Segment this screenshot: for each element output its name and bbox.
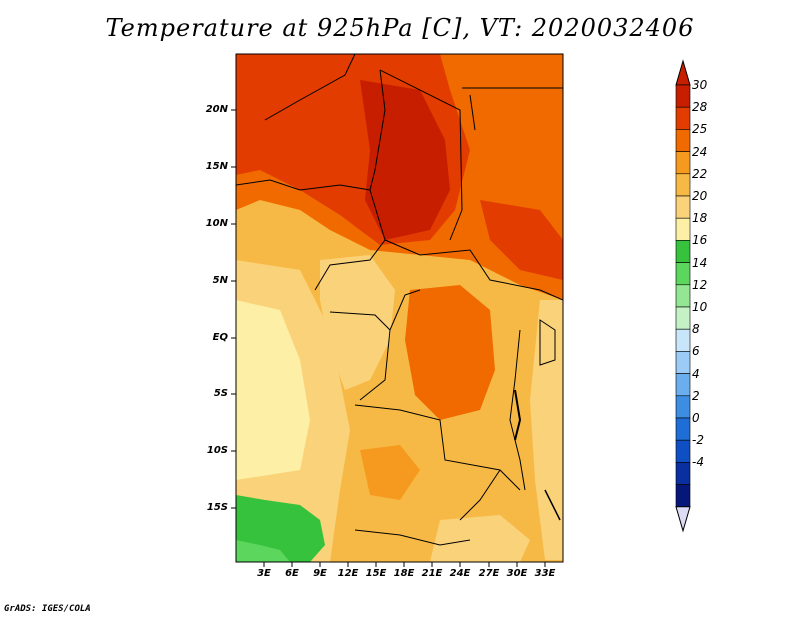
lat-label-eq: EQ [212,332,228,343]
border-drc-east [509,329,526,491]
chart-title: Temperature at 925hPa [C], VT: 202003240… [105,14,695,42]
lat-label-15n: 15N [205,161,228,172]
colorbar-swatch [675,328,691,352]
lake-victoria [539,319,556,366]
colorbar-label: 2 [692,388,700,403]
lon-label-24e: 24E [449,568,471,579]
grads-credit: GrADS: IGES/COLA [4,604,91,614]
lat-label-5s: 5S [213,388,228,399]
border-nigeria-niger [236,179,371,191]
border-algeria-niger [264,54,356,121]
colorbar-label: -2 [692,433,704,448]
colorbar-label: 24 [692,144,708,159]
lon-label-15e: 15E [365,568,387,579]
colorbar-label: 10 [692,300,708,314]
colorbar-swatch [675,351,691,374]
lat-label-10s: 10S [206,445,228,456]
colorbar-label: 18 [692,211,708,226]
colorbar-label: 22 [692,166,708,181]
border-sudan-chad [449,209,463,241]
lon-label-6e: 6E [285,568,299,579]
colorbar-swatch [675,484,691,508]
lon-label-9e: 9E [313,568,327,579]
lat-label-10n: 10N [205,218,228,229]
colorbar-label: 14 [692,255,708,270]
field-east-red [480,200,563,280]
lon-label-3e: 3E [257,568,271,579]
colorbar-swatch [675,106,691,130]
country-borders [236,54,563,546]
border-zambia [459,469,501,521]
colorbar [675,59,691,533]
field-angola-warm [360,445,420,500]
border-nigeria-cameroon [314,189,386,291]
field-south-cool [430,515,530,562]
lat-label-5n: 5N [212,275,228,286]
border-sudan-inner [469,94,476,131]
field-north-darkred [360,80,450,240]
colorbar-swatch [675,462,691,485]
colorbar-swatch [675,417,691,441]
colorbar-swatch [675,217,691,241]
colorbar-top-arrow [675,59,691,86]
colorbar-swatch [675,240,691,263]
field-green-light [236,540,290,562]
lake-malawi [544,489,561,521]
colorbar-label: 12 [692,277,708,292]
colorbar-swatch [675,373,691,397]
colorbar-swatch [675,284,691,308]
colorbar-swatch [675,395,691,419]
colorbar-label: 6 [692,344,700,359]
border-angola-drc [354,404,521,491]
colorbar-swatch [675,306,691,330]
colorbar-swatch [675,195,691,219]
colorbar-label: 28 [692,100,708,115]
lon-label-18e: 18E [393,568,415,579]
lake-tanganyika [514,389,522,441]
border-libya-chad [379,69,463,211]
colorbar-label: 0 [692,411,700,425]
colorbar-label: 20 [692,189,708,203]
lon-label-27e: 27E [478,568,500,579]
border-car-south [384,239,563,301]
colorbar-label: 25 [692,122,708,137]
colorbar-label: 16 [692,233,708,248]
colorbar-bottom-arrow [675,506,691,533]
lon-label-12e: 12E [337,568,359,579]
border-congo-drc [359,329,391,401]
colorbar-swatch [675,173,691,197]
field-east-highlands [530,300,563,560]
lat-label-15s: 15S [206,502,228,513]
field-congo-orange [405,285,495,420]
lon-label-30e: 30E [506,568,528,579]
colorbar-swatch [675,129,691,152]
lat-label-20n: 20N [205,104,228,115]
colorbar-swatch [675,84,691,108]
colorbar-label: 4 [692,366,700,381]
colorbar-label: 30 [692,78,708,92]
field-cameroon [320,255,395,390]
colorbar-swatch [675,262,691,286]
colorbar-label: -4 [692,455,704,470]
lon-label-33e: 33E [534,568,556,579]
axis-ticks [231,109,546,567]
colorbar-swatch [675,151,691,175]
border-niger-chad [369,69,386,191]
colorbar-swatch [675,439,691,463]
colorbar-label: 8 [692,322,700,337]
border-angola-namibia [354,529,471,546]
field-atlantic-cool [236,300,310,480]
lon-label-21e: 21E [421,568,443,579]
map-frame [235,53,564,563]
